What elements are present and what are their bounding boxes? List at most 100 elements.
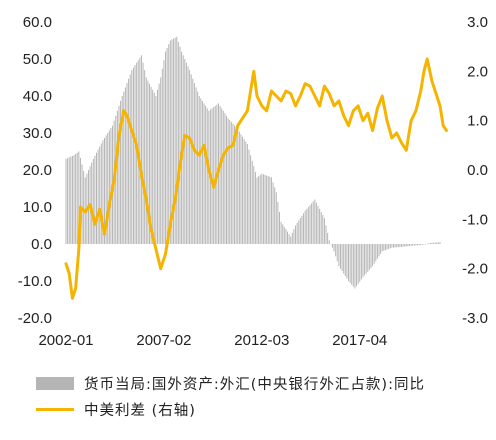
bar — [266, 175, 268, 244]
bar — [341, 244, 343, 272]
left-axis-ticks: 60.0 50.0 40.0 30.0 20.0 10.0 0.0 -10.0 -20.0 — [18, 14, 52, 327]
bar — [428, 243, 430, 244]
bar — [100, 143, 102, 244]
bar — [320, 211, 322, 244]
bar — [365, 244, 367, 274]
legend-item-line: 中美利差 (右轴) — [36, 397, 486, 421]
bar — [277, 202, 279, 244]
bar — [179, 46, 181, 244]
bar — [400, 244, 402, 247]
x-axis-ticks: 2002-01 2007-02 2012-03 2017-04 — [38, 332, 387, 349]
bar — [176, 36, 178, 244]
bar — [237, 129, 239, 244]
right-axis-tick-label: -2.0 — [462, 261, 488, 278]
bar — [224, 113, 226, 245]
bar — [322, 215, 324, 244]
bar — [83, 170, 85, 244]
bar — [131, 70, 133, 244]
bar — [129, 74, 131, 244]
bar — [348, 244, 350, 281]
bar — [267, 176, 269, 244]
legend-line-label: 中美利差 (右轴) — [84, 402, 196, 419]
bar — [421, 244, 423, 245]
bar — [285, 229, 287, 244]
right-axis-tick-label: 3.0 — [467, 14, 488, 31]
bar — [189, 70, 191, 244]
bar — [367, 244, 369, 272]
left-axis-tick-label: 40.0 — [23, 88, 52, 105]
bar — [415, 244, 417, 246]
bar — [420, 244, 422, 246]
bar — [105, 135, 107, 244]
bar — [102, 140, 104, 244]
bar — [198, 96, 200, 244]
left-axis-tick-label: 60.0 — [23, 14, 52, 31]
bar — [303, 213, 305, 244]
bar — [360, 244, 362, 280]
bar — [352, 244, 354, 287]
left-axis-tick-label: 0.0 — [31, 236, 52, 253]
bar — [275, 192, 277, 244]
bar — [343, 244, 345, 274]
bar — [79, 157, 81, 244]
bar — [287, 231, 289, 244]
bar — [272, 182, 274, 244]
bar — [323, 218, 325, 244]
bar — [163, 60, 165, 245]
bar — [264, 174, 266, 244]
right-axis-tick-label: 1.0 — [467, 113, 488, 130]
bar — [121, 96, 123, 244]
bar — [312, 201, 314, 244]
bar — [413, 244, 415, 246]
bar — [219, 105, 221, 245]
bar — [269, 176, 271, 244]
legend-item-bar: 货币当局:国外资产:外汇(中央银行外汇占款):同比 — [36, 371, 486, 395]
bar — [238, 131, 240, 244]
bar — [301, 215, 303, 244]
bar — [288, 234, 290, 244]
bar — [380, 244, 382, 254]
bar — [243, 139, 245, 244]
bar — [317, 205, 319, 244]
bar — [262, 174, 264, 244]
bar — [190, 74, 192, 244]
bar — [248, 149, 250, 244]
bar — [123, 91, 125, 245]
rate-spread-line — [64, 57, 448, 300]
bar — [436, 242, 438, 244]
bar — [396, 244, 398, 248]
bar — [230, 121, 232, 244]
left-axis-tick-label: 20.0 — [23, 162, 52, 179]
bar — [351, 244, 353, 285]
bar — [140, 55, 142, 244]
bar — [256, 177, 258, 244]
bar — [433, 242, 435, 244]
bar — [222, 110, 224, 244]
bar — [295, 225, 297, 244]
bar — [381, 244, 383, 252]
bar — [227, 118, 229, 244]
left-axis-tick-label: -20.0 — [18, 310, 52, 327]
bar — [234, 125, 236, 244]
bar — [280, 221, 282, 244]
bar — [81, 164, 83, 244]
bar — [240, 134, 242, 244]
x-axis-tick-label: 2017-04 — [332, 332, 387, 349]
bar — [359, 244, 361, 282]
bar — [208, 110, 210, 244]
bar — [319, 208, 321, 244]
bar — [394, 244, 396, 248]
x-axis-tick-label: 2002-01 — [38, 332, 93, 349]
legend-line-swatch — [36, 407, 74, 411]
bar — [376, 244, 378, 259]
bar — [165, 51, 167, 244]
bar — [250, 155, 252, 244]
bar — [128, 78, 130, 244]
bar — [378, 244, 380, 257]
bar — [391, 244, 393, 248]
bar — [362, 244, 364, 278]
bar — [160, 77, 162, 244]
bar — [405, 244, 407, 247]
bar — [328, 240, 330, 244]
